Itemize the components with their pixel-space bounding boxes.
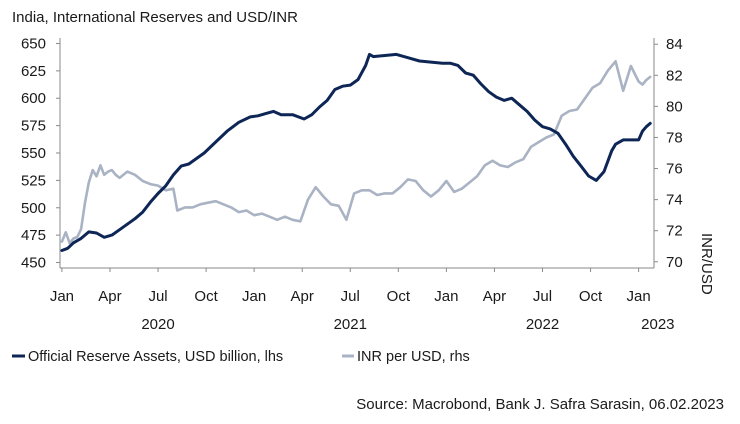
year-label: 2023 bbox=[641, 316, 674, 333]
x-axis-ticks: Jan Apr Jul Oct Jan Apr Jul Oct Jan Apr Jul Oct Jan bbox=[50, 268, 651, 305]
series-line-inr bbox=[60, 60, 652, 245]
year-labels: 2020 2021 2022 2023 bbox=[141, 316, 674, 333]
x-tick-label: Oct bbox=[194, 288, 218, 305]
x-tick-label: Oct bbox=[387, 288, 411, 305]
x-tick-label: Apr bbox=[291, 288, 314, 305]
left-tick-label: 650 bbox=[21, 35, 46, 52]
source-note: Source: Macrobond, Bank J. Safra Sarasin… bbox=[356, 396, 724, 413]
left-tick-label: 625 bbox=[21, 63, 46, 80]
left-tick-label: 450 bbox=[21, 255, 46, 272]
x-tick-label: Jan bbox=[627, 288, 651, 305]
series-line-reserves bbox=[60, 52, 652, 252]
left-tick-label: 600 bbox=[21, 90, 46, 107]
x-tick-label: Jul bbox=[341, 288, 360, 305]
right-tick-label: 74 bbox=[666, 192, 683, 209]
year-label: 2020 bbox=[141, 316, 174, 333]
legend: Official Reserve Assets, USD billion, lh… bbox=[12, 349, 470, 365]
x-tick-label: Oct bbox=[579, 288, 603, 305]
x-tick-label: Jul bbox=[148, 288, 167, 305]
left-tick-label: 575 bbox=[21, 118, 46, 135]
plot-area: 450 475 500 525 550 575 600 625 650 70 72 74 76 78 80… bbox=[21, 35, 683, 333]
x-tick-label: Apr bbox=[483, 288, 506, 305]
chart-title: India, International Reserves and USD/IN… bbox=[12, 9, 298, 26]
right-tick-label: 84 bbox=[666, 36, 683, 53]
legend-label-reserves: Official Reserve Assets, USD billion, lh… bbox=[28, 349, 283, 365]
right-tick-label: 78 bbox=[666, 129, 683, 146]
right-axis-label: INR/USD bbox=[698, 233, 715, 295]
left-tick-label: 500 bbox=[21, 200, 46, 217]
right-axis-ticks: 70 72 74 76 78 80 82 84 bbox=[654, 36, 683, 271]
legend-label-inr: INR per USD, rhs bbox=[357, 349, 470, 365]
left-tick-label: 525 bbox=[21, 172, 46, 189]
year-label: 2022 bbox=[526, 316, 559, 333]
right-tick-label: 72 bbox=[666, 223, 683, 240]
left-tick-label: 475 bbox=[21, 227, 46, 244]
x-tick-label: Jan bbox=[50, 288, 74, 305]
year-label: 2021 bbox=[334, 316, 367, 333]
right-tick-label: 80 bbox=[666, 98, 683, 115]
right-tick-label: 76 bbox=[666, 161, 683, 178]
x-tick-label: Jul bbox=[533, 288, 552, 305]
right-tick-label: 70 bbox=[666, 254, 683, 271]
left-tick-label: 550 bbox=[21, 145, 46, 162]
series-layer bbox=[60, 52, 652, 252]
x-tick-label: Jan bbox=[242, 288, 266, 305]
x-tick-label: Jan bbox=[434, 288, 458, 305]
x-tick-label: Apr bbox=[98, 288, 121, 305]
right-tick-label: 82 bbox=[666, 67, 683, 84]
left-axis-ticks: 450 475 500 525 550 575 600 625 650 bbox=[21, 35, 60, 272]
